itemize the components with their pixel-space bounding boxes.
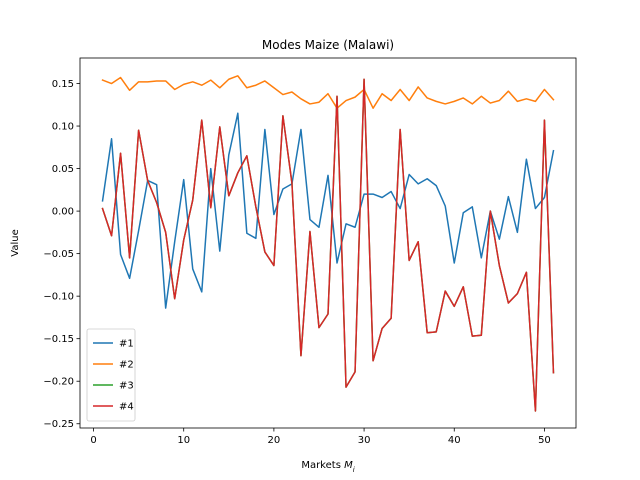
x-tick-label: 0: [90, 435, 96, 446]
legend: #1 #2 #3 #4: [86, 328, 136, 422]
y-tick-label: 0.10: [52, 122, 74, 133]
series-line-1: [101, 112, 555, 309]
series-layer: [101, 75, 555, 412]
y-tick-label: 0.15: [52, 79, 74, 90]
x-tick-label: 50: [538, 435, 551, 446]
y-axis-label: Value: [10, 229, 21, 256]
series-line-2: [101, 75, 555, 109]
y-tick-label: −0.15: [43, 334, 74, 345]
legend-label: #4: [119, 402, 134, 413]
x-tick-label: 40: [448, 435, 461, 446]
chart-title: Modes Maize (Malawi): [262, 38, 394, 52]
x-tick-label: 10: [177, 435, 190, 446]
x-axis-label-italic-m: M: [344, 460, 353, 471]
plot-frame: [79, 57, 577, 429]
legend-label: #2: [119, 360, 134, 371]
y-tick-label: 0.00: [52, 207, 74, 218]
y-tick-label: −0.25: [43, 419, 74, 430]
x-tick-label: 30: [358, 435, 371, 446]
x-axis-label-subscript: i: [353, 466, 355, 474]
legend-label: #1: [119, 339, 134, 350]
x-axis-label: Markets Mi: [301, 460, 354, 474]
series-line-4: [101, 78, 555, 412]
legend-label: #3: [119, 381, 134, 392]
x-tick-label: 20: [268, 435, 281, 446]
y-tick-label: −0.20: [43, 377, 74, 388]
x-axis: 0 10 20 30 40 50: [90, 428, 551, 446]
y-tick-label: −0.10: [43, 292, 74, 303]
x-axis-label-text: Markets: [301, 460, 344, 471]
y-axis: −0.25 −0.20 −0.15 −0.10 −0.05 0.00 0.05 0.10 0.1…: [43, 79, 80, 430]
y-tick-label: 0.05: [52, 164, 74, 175]
y-tick-label: −0.05: [43, 249, 74, 260]
legend-box: [86, 328, 136, 422]
